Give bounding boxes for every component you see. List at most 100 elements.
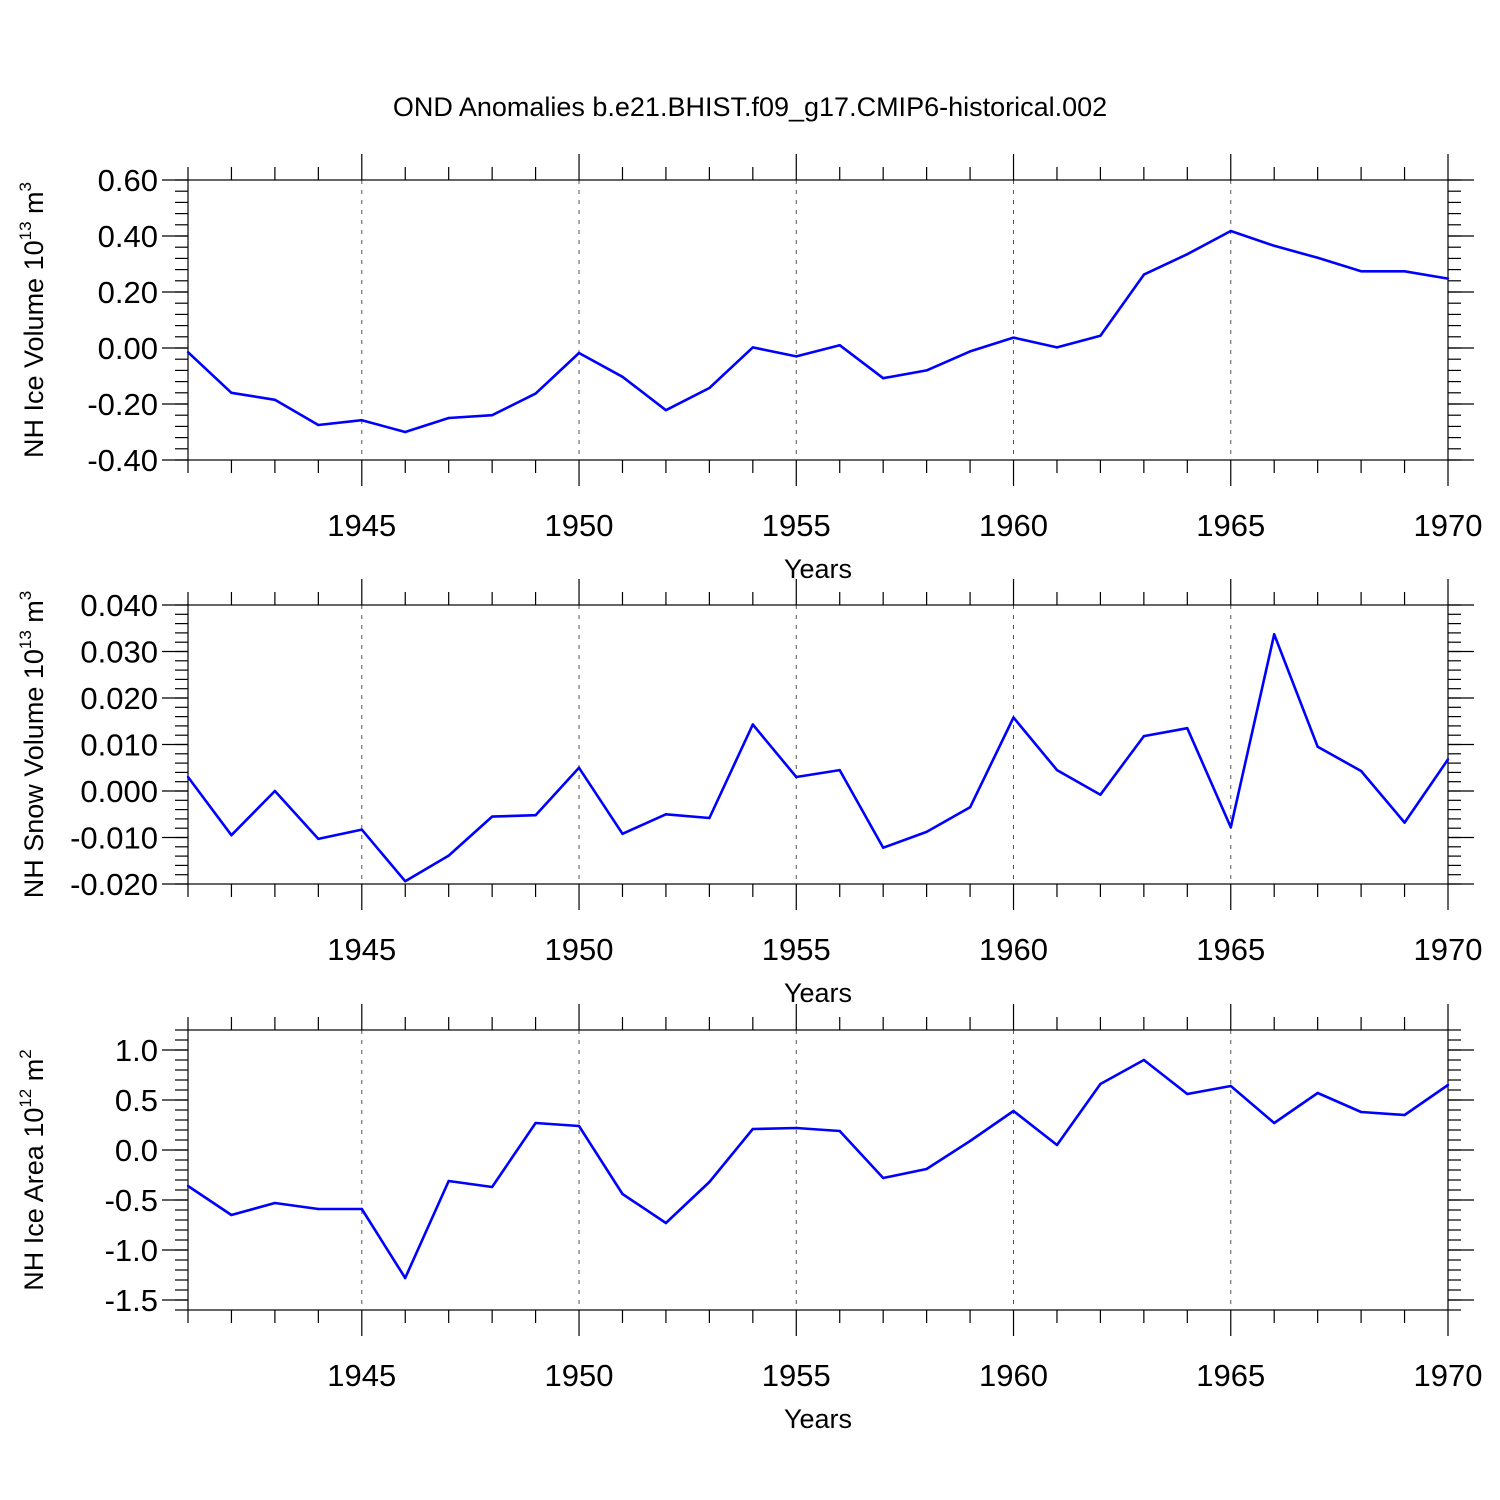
data-point-1964	[1186, 253, 1189, 256]
data-point-1945	[360, 419, 363, 422]
y-tick-label: -1.0	[105, 1233, 158, 1268]
data-point-1955	[795, 1126, 798, 1130]
series-line	[186, 632, 1450, 883]
y-tick-label: -0.010	[70, 821, 158, 856]
data-point-1943	[273, 789, 277, 793]
x-tick-label: 1950	[545, 932, 614, 967]
data-point-1952	[664, 1221, 668, 1225]
data-point-1959	[968, 806, 972, 809]
data-point-1944	[317, 837, 320, 841]
data-point-1965	[1229, 1084, 1232, 1088]
x-tick-label: 1965	[1196, 1358, 1265, 1393]
data-point-1941	[186, 351, 190, 354]
y-tick-label: -1.5	[105, 1283, 158, 1318]
data-point-1946	[404, 430, 407, 434]
data-point-1943	[273, 398, 277, 401]
y-tick-label: 1.0	[115, 1033, 158, 1068]
y-tick-label: 0.40	[98, 219, 158, 254]
data-point-1943	[273, 1201, 277, 1205]
series-line	[187, 1058, 1449, 1280]
data-point-1962	[1099, 1082, 1102, 1086]
data-point-1966	[1273, 633, 1276, 636]
plot-frame	[187, 1029, 1449, 1311]
data-point-1956	[838, 768, 841, 772]
data-point-1963	[1142, 1058, 1146, 1062]
data-point-1965	[1229, 826, 1232, 829]
data-point-1960	[1012, 336, 1015, 339]
plot-frame	[187, 179, 1449, 461]
data-point-1958	[925, 1167, 928, 1171]
x-axis-label: Years	[784, 978, 852, 1008]
data-point-1961	[1055, 1143, 1059, 1147]
chart-title: OND Anomalies b.e21.BHIST.f09_g17.CMIP6-…	[393, 92, 1107, 122]
data-point-1947	[447, 416, 450, 420]
data-point-1949	[534, 392, 537, 395]
data-point-1960	[1012, 1109, 1015, 1113]
y-tick-label: 0.030	[80, 635, 158, 670]
y-tick-label: -0.020	[70, 867, 158, 902]
data-point-1945	[360, 1207, 363, 1211]
x-tick-label: 1970	[1414, 508, 1483, 543]
data-point-1948	[490, 414, 494, 417]
data-point-1951	[621, 1192, 624, 1196]
data-point-1967	[1316, 256, 1319, 260]
chart-panel-3: -1.5 -1.0 -0.5 0.0 0.5 1.0 1945 1950 1955 1960 196…	[16, 1004, 1482, 1434]
data-point-1942	[230, 833, 233, 837]
x-axis-label: Years	[784, 554, 852, 584]
data-point-1969	[1403, 270, 1406, 273]
data-point-1968	[1359, 270, 1363, 273]
x-tick-label: 1965	[1196, 508, 1265, 543]
data-point-1949	[534, 813, 537, 817]
data-point-1958	[925, 369, 928, 372]
y-axis-label-superscript: 3	[16, 591, 35, 600]
data-point-1951	[621, 375, 624, 379]
data-point-1947	[447, 854, 450, 857]
y-axis-label-part: m	[19, 1059, 49, 1089]
data-point-1969	[1403, 821, 1406, 824]
data-point-1964	[1186, 1092, 1189, 1096]
data-point-1952	[664, 813, 668, 816]
y-axis-label-superscript: 13	[16, 221, 35, 240]
x-tick-label: 1950	[545, 508, 614, 543]
data-point-1967	[1316, 1091, 1319, 1095]
data-point-1959	[968, 1139, 972, 1143]
x-tick-label: 1955	[762, 1358, 831, 1393]
y-tick-label: -0.5	[105, 1183, 158, 1218]
y-tick-label: 0.60	[98, 163, 158, 198]
data-point-1959	[968, 350, 972, 353]
data-point-1954	[751, 346, 755, 349]
data-point-1954	[751, 1127, 755, 1131]
y-axis-label-part: m	[19, 191, 49, 221]
data-point-1949	[534, 1121, 537, 1125]
data-point-1957	[881, 1176, 885, 1180]
x-tick-label: 1945	[327, 508, 396, 543]
data-point-1950	[577, 1124, 581, 1128]
data-point-1950	[577, 766, 581, 769]
y-axis-label-superscript: 12	[16, 1089, 35, 1108]
chart-panel-2: -0.020 -0.010 0.000 0.010 0.020 0.030 0.040 194…	[16, 579, 1482, 1008]
data-point-1965	[1229, 229, 1232, 233]
y-tick-label: 0.20	[98, 275, 158, 310]
data-point-1967	[1316, 745, 1319, 749]
data-point-1941	[186, 775, 190, 779]
data-point-1958	[925, 830, 928, 834]
y-tick-label: 0.010	[80, 728, 158, 763]
data-point-1946	[404, 1276, 407, 1280]
y-axis-label: NH Snow Volume 1013 m3	[16, 591, 49, 899]
data-point-1966	[1273, 1121, 1276, 1125]
x-tick-label: 1955	[762, 932, 831, 967]
data-point-1945	[360, 828, 363, 831]
y-tick-label: -0.40	[87, 443, 158, 478]
y-tick-label: -0.20	[87, 387, 158, 422]
y-tick-label: 0.00	[98, 331, 158, 366]
data-point-1962	[1099, 334, 1102, 337]
y-axis-label: NH Ice Area 1012 m2	[16, 1049, 49, 1290]
data-point-1948	[490, 1185, 494, 1189]
data-point-1953	[708, 816, 711, 820]
y-tick-label: 0.0	[115, 1133, 158, 1168]
data-point-1944	[317, 423, 320, 427]
data-point-1952	[664, 408, 668, 412]
data-point-1961	[1055, 768, 1059, 772]
data-point-1962	[1099, 793, 1102, 796]
